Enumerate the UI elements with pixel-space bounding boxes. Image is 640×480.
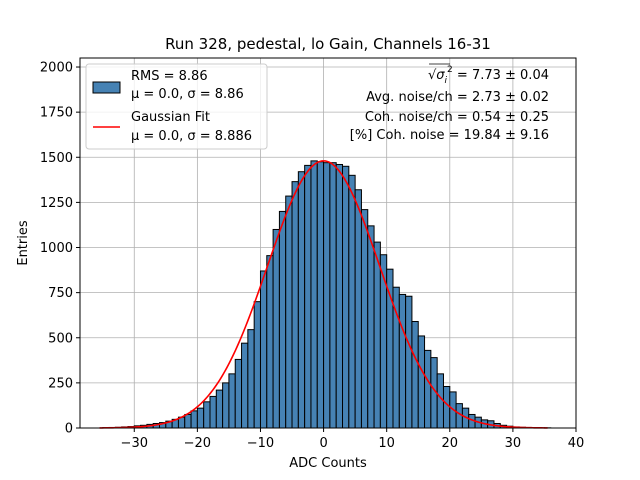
histogram-bar [215,389,224,429]
x-tick-label: 20 [442,436,459,451]
stat-line-3: Coh. noise/ch = 0.54 ± 0.25 [365,110,549,125]
histogram-bar [354,189,362,429]
axes-frame [79,57,577,429]
histogram-bar [323,162,331,429]
histogram-bar [329,162,337,429]
histogram-bar [272,228,280,429]
histogram-bar [228,373,236,429]
histogram-bar [342,165,350,429]
y-axis-ticks: 0 250 500 750 1000 1250 1500 1750 2000 [40,61,80,437]
histogram-bar [247,329,255,429]
legend-histogram-name: RMS = 8.86 [131,69,208,84]
histogram-bar [241,342,249,429]
chart-title: Run 328, pedestal, lo Gain, Channels 16-… [165,35,491,53]
x-axis-label: ADC Counts [289,456,367,471]
x-tick-label: −10 [247,436,274,451]
y-tick-label: 1500 [40,151,73,166]
x-tick-label: −20 [184,436,211,451]
x-tick-label: 40 [568,436,585,451]
histogram-bar [285,195,293,429]
histogram-bar [348,174,356,429]
y-tick-label: 0 [65,422,73,437]
histogram-bar [316,161,325,429]
stat-line-2: Avg. noise/ch = 2.73 ± 0.02 [366,90,549,105]
histogram-bar [209,395,217,429]
y-tick-label: 250 [48,376,73,391]
stat-line-1-value: = 7.73 ± 0.04 [453,68,549,83]
histogram-bar [304,164,312,429]
histogram-bar [297,171,306,429]
histogram-bar [184,413,192,429]
x-tick-label: −30 [121,436,148,451]
stat-line-4: [%] Coh. noise = 19.84 ± 9.16 [350,128,549,143]
histogram-bar [291,181,299,429]
x-tick-label: 10 [378,436,395,451]
histogram-bar [360,209,369,429]
y-tick-label: 750 [48,286,73,301]
legend: RMS = 8.86 μ = 0.0, σ = 8.86 Gaussian Fi… [85,63,268,150]
histogram-bar [310,160,318,429]
gaussian-fit-curve [99,160,548,429]
sigma-superscript: 2 [447,65,453,75]
legend-fit-stats: μ = 0.0, σ = 8.886 [131,129,252,144]
histogram-bar [411,321,419,429]
histogram-bar [259,270,268,429]
histogram-bar [203,401,211,429]
histogram-bar [442,385,451,429]
legend-box [85,63,268,150]
histogram-bar [367,225,375,429]
histogram-bar [424,349,432,429]
stat-line-1: √σi2 = 7.73 ± 0.04 [428,65,549,86]
y-tick-label: 500 [48,331,73,346]
y-tick-label: 1000 [40,241,73,256]
legend-fit-name: Gaussian Fit [131,110,210,125]
histogram-bar [398,293,407,429]
histogram-bar [417,335,426,429]
sigma-symbol: σ [436,68,445,83]
x-axis-ticks: −30 −20 −10 0 10 20 30 40 [121,428,585,451]
histogram-bar [196,407,205,429]
y-tick-label: 2000 [40,61,73,76]
histogram-bar [234,358,243,429]
legend-histogram-swatch [92,81,121,94]
y-tick-label: 1750 [40,106,73,121]
histogram-bar [266,255,274,429]
histogram-bar [222,382,230,429]
y-axis-label: Entries [16,220,31,266]
sqrt-symbol: √ [428,68,437,83]
x-tick-label: 30 [505,436,522,451]
histogram-bar [190,410,198,429]
histogram-bar [278,210,287,429]
histogram-bar [405,295,413,429]
stats-annotation: √σi2 = 7.73 ± 0.04 Avg. noise/ch = 2.73 … [350,63,549,143]
y-tick-label: 1250 [40,196,73,211]
x-tick-label: 0 [319,436,327,451]
histogram-bar [373,241,381,429]
sigma-subscript: i [445,76,448,86]
histogram-bar [335,163,344,429]
histogram-bar [253,301,261,429]
legend-histogram-stats: μ = 0.0, σ = 8.86 [131,87,244,102]
histogram-bar [379,254,388,429]
